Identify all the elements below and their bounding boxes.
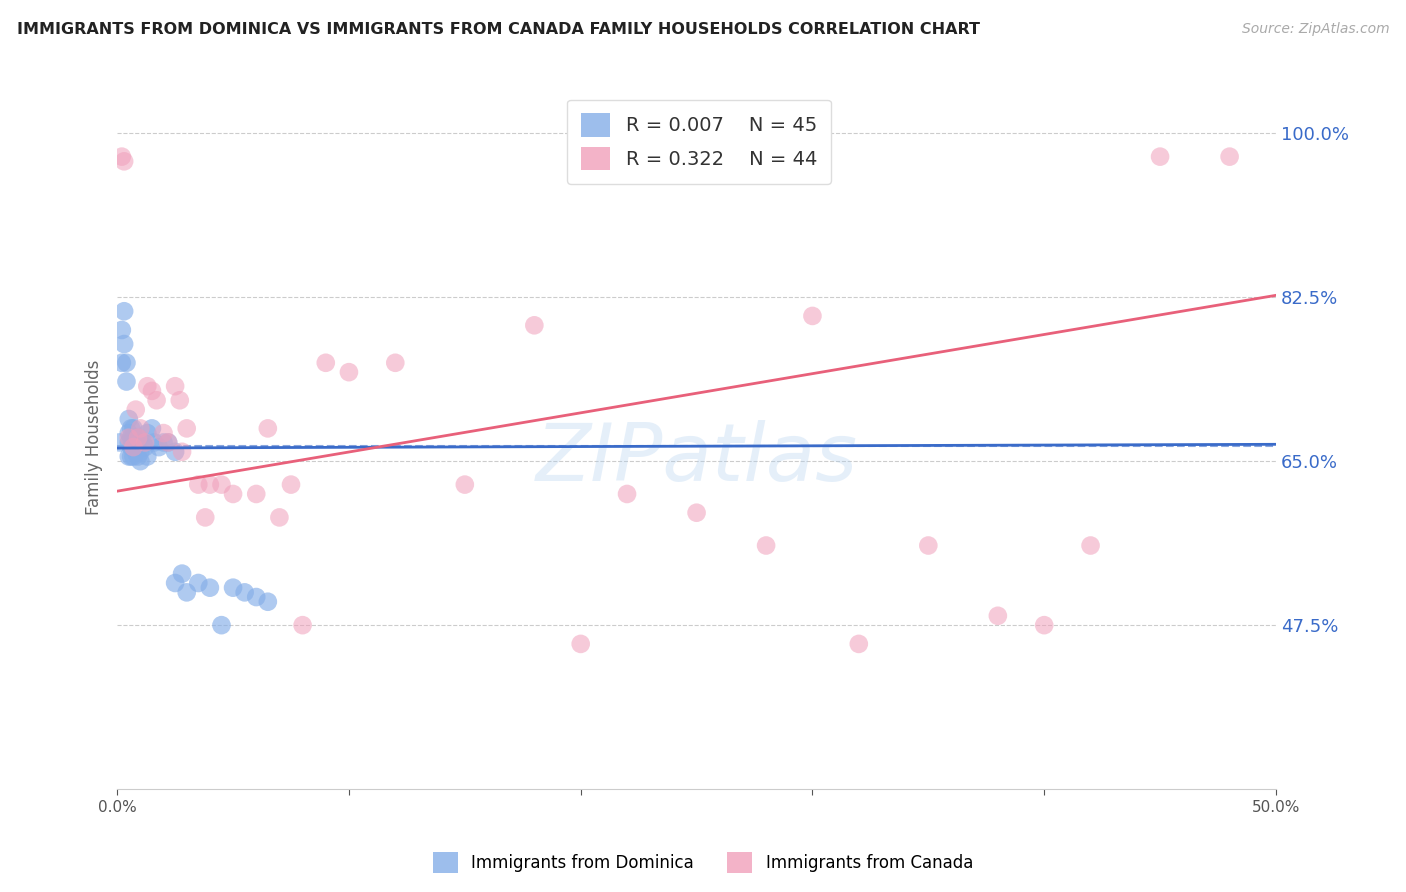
Point — [269, 510, 291, 524]
Point — [801, 309, 824, 323]
Point — [987, 608, 1010, 623]
Point — [165, 379, 187, 393]
Point — [256, 595, 278, 609]
Point — [280, 477, 302, 491]
Point — [222, 487, 245, 501]
Point — [125, 445, 148, 459]
Point — [685, 506, 707, 520]
Point — [1149, 150, 1171, 164]
Point — [145, 393, 167, 408]
Text: IMMIGRANTS FROM DOMINICA VS IMMIGRANTS FROM CANADA FAMILY HOUSEHOLDS CORRELATION: IMMIGRANTS FROM DOMINICA VS IMMIGRANTS F… — [17, 22, 980, 37]
Point — [1080, 539, 1102, 553]
Point — [165, 445, 187, 459]
Point — [115, 375, 138, 389]
Point — [152, 435, 174, 450]
Point — [169, 393, 191, 408]
Point — [755, 539, 778, 553]
Point — [245, 487, 267, 501]
Point — [315, 356, 337, 370]
Text: Source: ZipAtlas.com: Source: ZipAtlas.com — [1241, 22, 1389, 37]
Point — [112, 154, 135, 169]
Point — [111, 323, 134, 337]
Point — [111, 150, 134, 164]
Point — [118, 450, 141, 464]
Point — [136, 450, 159, 464]
Point — [187, 477, 209, 491]
Point — [125, 402, 148, 417]
Point — [120, 440, 142, 454]
Point — [122, 450, 145, 464]
Point — [152, 426, 174, 441]
Point — [157, 435, 180, 450]
Point — [148, 440, 170, 454]
Point — [194, 510, 217, 524]
Point — [211, 618, 233, 632]
Point — [118, 435, 141, 450]
Point — [118, 426, 141, 441]
Point — [129, 454, 152, 468]
Point — [112, 304, 135, 318]
Point — [141, 421, 163, 435]
Point — [337, 365, 360, 379]
Point — [129, 421, 152, 435]
Point — [616, 487, 638, 501]
Point — [134, 440, 156, 454]
Point — [122, 431, 145, 445]
Point — [176, 421, 198, 435]
Point — [256, 421, 278, 435]
Point — [136, 426, 159, 441]
Point — [131, 435, 153, 450]
Point — [291, 618, 314, 632]
Point — [569, 637, 592, 651]
Point — [129, 445, 152, 459]
Y-axis label: Family Households: Family Households — [86, 360, 103, 516]
Point — [157, 435, 180, 450]
Point — [111, 356, 134, 370]
Point — [120, 431, 142, 445]
Point — [120, 450, 142, 464]
Point — [112, 337, 135, 351]
Legend: R = 0.007    N = 45, R = 0.322    N = 44: R = 0.007 N = 45, R = 0.322 N = 44 — [567, 100, 831, 184]
Point — [222, 581, 245, 595]
Point — [176, 585, 198, 599]
Point — [127, 431, 149, 445]
Point — [454, 477, 477, 491]
Point — [172, 566, 194, 581]
Point — [134, 435, 156, 450]
Legend: Immigrants from Dominica, Immigrants from Canada: Immigrants from Dominica, Immigrants fro… — [426, 846, 980, 880]
Point — [141, 384, 163, 398]
Point — [122, 421, 145, 435]
Point — [172, 445, 194, 459]
Point — [198, 581, 221, 595]
Point — [187, 576, 209, 591]
Point — [245, 590, 267, 604]
Point — [848, 637, 870, 651]
Point — [1219, 150, 1241, 164]
Point — [165, 576, 187, 591]
Point — [233, 585, 256, 599]
Point — [1033, 618, 1056, 632]
Point — [143, 435, 166, 450]
Point — [115, 356, 138, 370]
Point — [198, 477, 221, 491]
Point — [118, 431, 141, 445]
Point — [108, 435, 131, 450]
Point — [136, 379, 159, 393]
Point — [125, 431, 148, 445]
Point — [127, 431, 149, 445]
Point — [120, 421, 142, 435]
Point — [118, 412, 141, 426]
Point — [127, 450, 149, 464]
Point — [129, 435, 152, 450]
Point — [211, 477, 233, 491]
Text: ZIPatlas: ZIPatlas — [536, 420, 858, 498]
Point — [917, 539, 939, 553]
Point — [384, 356, 406, 370]
Point — [122, 440, 145, 454]
Point — [523, 318, 546, 333]
